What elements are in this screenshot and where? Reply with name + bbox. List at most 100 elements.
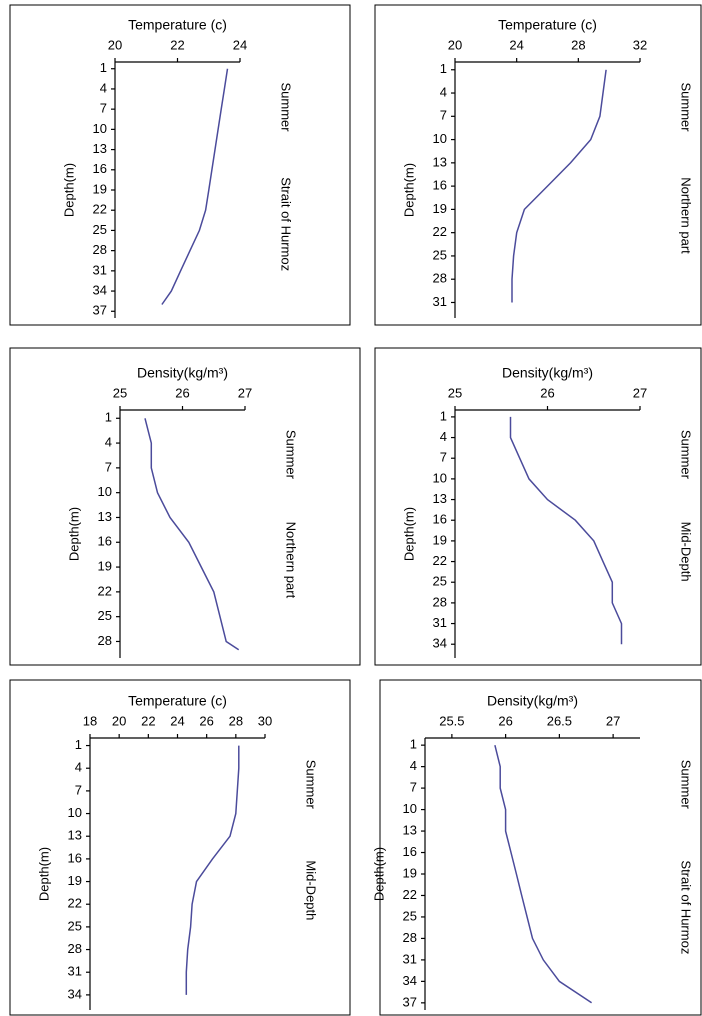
y-tick-label: 4 [440, 84, 447, 99]
y-tick-label: 4 [410, 758, 417, 773]
y-tick-label: 1 [440, 61, 447, 76]
y-tick-label: 22 [403, 887, 417, 902]
y-tick-label: 10 [403, 801, 417, 816]
y-tick-label: 19 [433, 201, 447, 216]
profile-line [494, 745, 593, 1004]
x-tick-label: 24 [233, 37, 247, 52]
y-tick-label: 28 [98, 633, 112, 648]
y-axis-label: Depth(m) [371, 847, 386, 901]
panel-frame [379, 679, 702, 1016]
x-tick-label: 26 [540, 385, 554, 400]
y-tick-label: 10 [433, 131, 447, 146]
x-tick-label: 20 [112, 713, 126, 728]
y-tick-label: 34 [403, 973, 417, 988]
annotation: Strait of Hurmoz [679, 860, 694, 954]
y-tick-label: 1 [410, 737, 417, 752]
annotation: Summer [679, 430, 694, 480]
y-tick-label: 31 [433, 615, 447, 630]
profile-line [511, 69, 607, 303]
y-tick-label: 22 [433, 224, 447, 239]
chart-title: Density(kg/m³) [137, 365, 228, 381]
profile-line [161, 68, 229, 305]
x-tick-label: 24 [509, 37, 523, 52]
y-tick-label: 7 [440, 450, 447, 465]
x-tick-label: 20 [448, 37, 462, 52]
y-tick-label: 25 [433, 574, 447, 589]
y-tick-label: 13 [433, 491, 447, 506]
y-tick-label: 22 [433, 553, 447, 568]
x-tick-label: 26 [199, 713, 213, 728]
panel-frame [9, 4, 351, 326]
y-tick-label: 13 [98, 509, 112, 524]
x-tick-label: 30 [258, 713, 272, 728]
y-tick-label: 34 [68, 986, 82, 1001]
y-tick-label: 28 [433, 594, 447, 609]
y-axis-label: Depth(m) [36, 847, 51, 901]
y-tick-label: 10 [98, 484, 112, 499]
y-tick-label: 13 [403, 822, 417, 837]
y-tick-label: 25 [433, 247, 447, 262]
y-tick-label: 7 [105, 459, 112, 474]
x-tick-label: 26 [175, 385, 189, 400]
chart-title: Density(kg/m³) [502, 365, 593, 381]
y-axis-label: Depth(m) [401, 507, 416, 561]
profile-line [185, 745, 240, 995]
y-tick-label: 7 [75, 782, 82, 797]
y-tick-label: 16 [93, 161, 107, 176]
x-tick-label: 28 [571, 37, 585, 52]
y-tick-label: 13 [68, 828, 82, 843]
y-tick-label: 1 [105, 410, 112, 425]
annotation: Mid-Depth [304, 860, 319, 920]
annotation: Summer [304, 760, 319, 810]
annotation: Summer [279, 82, 294, 132]
y-tick-label: 22 [93, 202, 107, 217]
y-tick-label: 34 [433, 636, 447, 651]
x-tick-label: 22 [141, 713, 155, 728]
y-tick-label: 4 [440, 429, 447, 444]
y-tick-label: 25 [98, 608, 112, 623]
y-tick-label: 28 [93, 242, 107, 257]
y-tick-label: 7 [100, 101, 107, 116]
y-tick-label: 10 [93, 121, 107, 136]
x-tick-label: 27 [633, 385, 647, 400]
annotation: Strait of Hurmoz [279, 177, 294, 271]
x-tick-label: 26 [498, 713, 512, 728]
y-tick-label: 25 [68, 918, 82, 933]
y-tick-label: 31 [403, 951, 417, 966]
y-tick-label: 31 [93, 262, 107, 277]
chart-title: Temperature (c) [128, 17, 227, 33]
y-tick-label: 10 [68, 805, 82, 820]
y-tick-label: 19 [93, 181, 107, 196]
x-tick-label: 25.5 [439, 713, 464, 728]
x-tick-label: 25 [448, 385, 462, 400]
y-tick-label: 22 [98, 583, 112, 598]
y-tick-label: 37 [403, 994, 417, 1009]
annotation: Summer [679, 760, 694, 810]
x-tick-label: 20 [108, 37, 122, 52]
y-tick-label: 16 [68, 850, 82, 865]
y-tick-label: 13 [93, 141, 107, 156]
x-tick-label: 27 [606, 713, 620, 728]
y-tick-label: 1 [440, 408, 447, 423]
y-axis-label: Depth(m) [61, 163, 76, 217]
y-tick-label: 4 [75, 760, 82, 775]
annotation: Northern part [679, 177, 694, 254]
y-tick-label: 37 [93, 303, 107, 318]
y-tick-label: 1 [75, 737, 82, 752]
x-tick-label: 27 [238, 385, 252, 400]
y-axis-label: Depth(m) [66, 507, 81, 561]
x-tick-label: 32 [633, 37, 647, 52]
x-tick-label: 18 [83, 713, 97, 728]
chart-title: Temperature (c) [128, 693, 227, 709]
y-tick-label: 7 [410, 780, 417, 795]
panel-frame [9, 347, 361, 666]
y-axis-label: Depth(m) [401, 163, 416, 217]
y-tick-label: 16 [403, 844, 417, 859]
y-tick-label: 25 [93, 222, 107, 237]
y-tick-label: 28 [68, 941, 82, 956]
y-tick-label: 28 [403, 930, 417, 945]
panel-frame [374, 4, 702, 326]
y-tick-label: 28 [433, 271, 447, 286]
x-tick-label: 24 [170, 713, 184, 728]
